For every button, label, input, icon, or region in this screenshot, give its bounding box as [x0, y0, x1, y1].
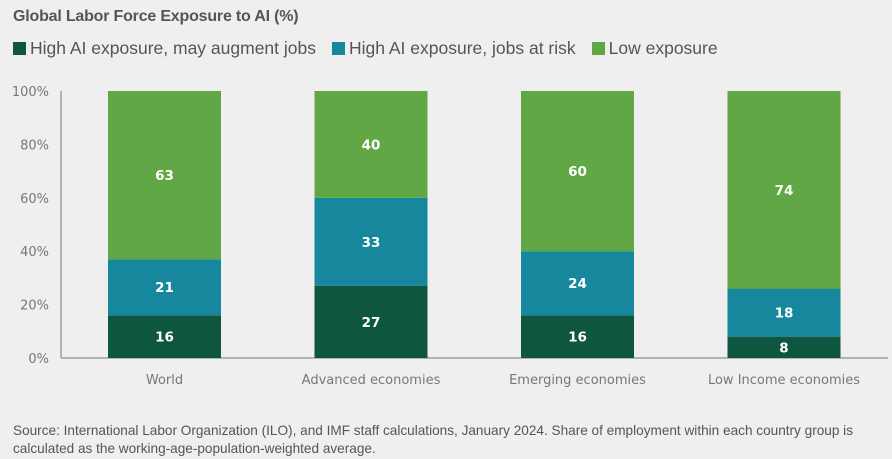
legend-swatch-at-risk: [332, 42, 345, 55]
legend-item-at-risk: High AI exposure, jobs at risk: [332, 38, 576, 59]
data-label: 63: [155, 168, 174, 184]
data-label: 74: [775, 183, 794, 199]
x-tick-label: Low Income economies: [708, 373, 860, 388]
y-tick-label: 0%: [28, 352, 49, 367]
data-label: 24: [568, 276, 587, 292]
bar-segment: [108, 259, 221, 316]
bar-segment: [314, 285, 428, 358]
bar-segment: [314, 197, 428, 286]
data-label: 21: [155, 280, 174, 296]
x-tick-label: Emerging economies: [509, 373, 646, 388]
bar-segment: [314, 91, 428, 198]
legend: High AI exposure, may augment jobs High …: [13, 38, 734, 59]
data-label: 16: [568, 330, 587, 346]
bar-segment: [108, 315, 221, 358]
legend-label-low: Low exposure: [608, 38, 718, 58]
bar-segment: [108, 91, 221, 260]
y-tick-label: 80%: [20, 138, 49, 153]
chart-title: Global Labor Force Exposure to AI (%): [13, 8, 299, 25]
bar-segment: [521, 315, 634, 358]
bar-segment: [727, 91, 841, 289]
legend-item-augment: High AI exposure, may augment jobs: [13, 38, 316, 59]
data-label: 16: [155, 330, 174, 346]
data-label: 60: [568, 164, 587, 180]
bar-segment: [727, 336, 841, 358]
bar-segment: [521, 91, 634, 252]
legend-item-low: Low exposure: [591, 38, 718, 59]
data-label: 40: [362, 137, 381, 153]
x-tick-label: World: [146, 373, 183, 388]
legend-swatch-low: [591, 42, 605, 55]
y-tick-label: 100%: [12, 85, 49, 100]
y-tick-label: 40%: [20, 245, 49, 260]
source-note: Source: International Labor Organization…: [13, 423, 853, 456]
y-tick-label: 60%: [20, 192, 49, 207]
data-label: 18: [775, 306, 794, 322]
y-tick-label: 20%: [20, 299, 49, 314]
x-tick-label: Advanced economies: [302, 373, 441, 388]
bar-segment: [727, 288, 841, 337]
data-label: 33: [362, 235, 381, 251]
legend-swatch-augment: [13, 42, 26, 55]
legend-label-at-risk: High AI exposure, jobs at risk: [349, 38, 576, 58]
legend-label-augment: High AI exposure, may augment jobs: [30, 38, 316, 58]
data-label: 27: [362, 315, 381, 331]
bar-segment: [521, 251, 634, 316]
data-label: 8: [779, 340, 788, 356]
